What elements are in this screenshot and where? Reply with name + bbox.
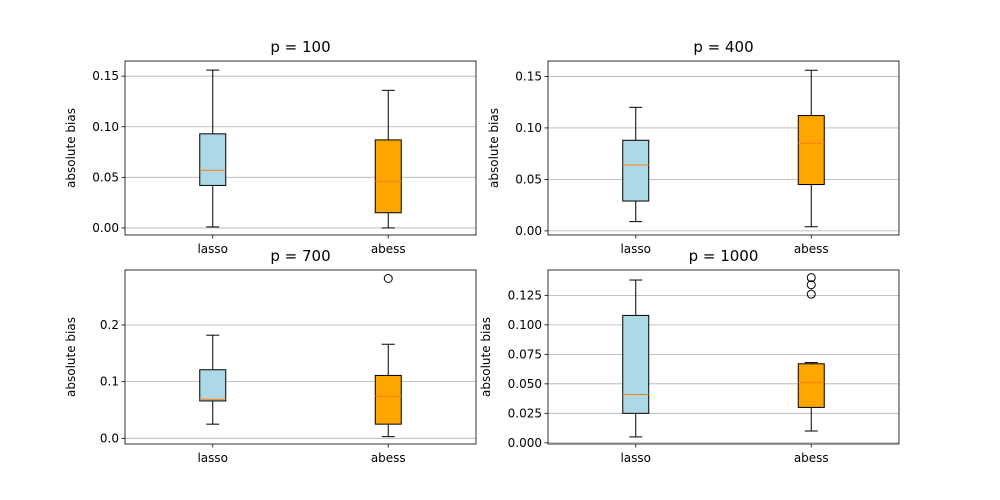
x-tick-label: abess — [794, 451, 829, 465]
outlier-point — [383, 274, 393, 284]
box-body — [374, 139, 402, 214]
box-body — [797, 363, 825, 408]
outlier-point — [806, 289, 816, 299]
y-tick-label: 0.100 — [508, 318, 542, 332]
box-abess — [797, 273, 825, 432]
box-abess — [374, 89, 402, 229]
y-axis-label: absolute bias — [64, 108, 78, 188]
panel-title: p = 100 — [270, 38, 330, 56]
box-body — [622, 314, 650, 414]
y-tick-label: 0.00 — [92, 221, 119, 235]
y-axis-label: absolute bias — [487, 108, 501, 188]
y-tick-label: 0.1 — [100, 375, 119, 389]
y-tick-label: 0.05 — [515, 172, 542, 186]
y-tick-label: 0.10 — [515, 121, 542, 135]
x-tick-label: abess — [371, 242, 406, 256]
y-tick-label: 0.00 — [515, 224, 542, 238]
axes-frame — [124, 60, 477, 236]
y-tick-label: 0.15 — [92, 69, 119, 83]
panel-title: p = 1000 — [689, 247, 759, 265]
box-body — [199, 369, 227, 402]
y-tick-label: 0.125 — [508, 288, 542, 302]
outlier-point — [806, 280, 816, 290]
box-lasso — [622, 106, 650, 223]
y-tick-label: 0.05 — [92, 170, 119, 184]
chart-panel-2: 0.00 0.05 0.10 0.15 lasso abess p = 400 absolut… — [487, 38, 900, 256]
x-tick-label: abess — [794, 242, 829, 256]
y-tick-label: 0.2 — [100, 318, 119, 332]
box-abess — [374, 274, 402, 438]
axes-frame — [547, 60, 900, 236]
box-abess — [797, 69, 825, 228]
axes-frame — [124, 269, 477, 445]
panel-title: p = 400 — [693, 38, 753, 56]
y-tick-label: 0.025 — [508, 406, 542, 420]
x-tick-label: lasso — [197, 451, 228, 465]
chart-panel-3: 0.0 0.1 0.2 lasso abess p = 700 absolute bias — [64, 247, 477, 465]
y-tick-label: 0.10 — [92, 120, 119, 134]
y-tick-label: 0.000 — [508, 436, 542, 450]
y-tick-label: 0.050 — [508, 377, 542, 391]
y-tick-label: 0.15 — [515, 69, 542, 83]
box-body — [622, 139, 650, 202]
box-lasso — [622, 279, 650, 438]
x-tick-label: lasso — [197, 242, 228, 256]
box-body — [374, 374, 402, 425]
y-axis-label: absolute bias — [64, 317, 78, 397]
panel-title: p = 700 — [270, 247, 330, 265]
chart-panel-1: 0.00 0.05 0.10 0.15 lasso abess p = 100 absolut… — [64, 38, 477, 256]
y-tick-label: 0.075 — [508, 347, 542, 361]
box-body — [797, 115, 825, 186]
outlier-point — [806, 273, 816, 283]
x-tick-label: lasso — [620, 242, 651, 256]
chart-panel-4: 0.000 0.025 0.050 0.075 0.100 0.125 lasso abess… — [479, 247, 900, 465]
x-tick-label: lasso — [620, 451, 651, 465]
y-axis-label: absolute bias — [479, 317, 493, 397]
box-lasso — [199, 334, 227, 425]
x-tick-label: abess — [371, 451, 406, 465]
axes-frame — [547, 269, 900, 445]
box-body — [199, 133, 227, 186]
box-lasso — [199, 69, 227, 228]
y-tick-label: 0.0 — [100, 431, 119, 445]
